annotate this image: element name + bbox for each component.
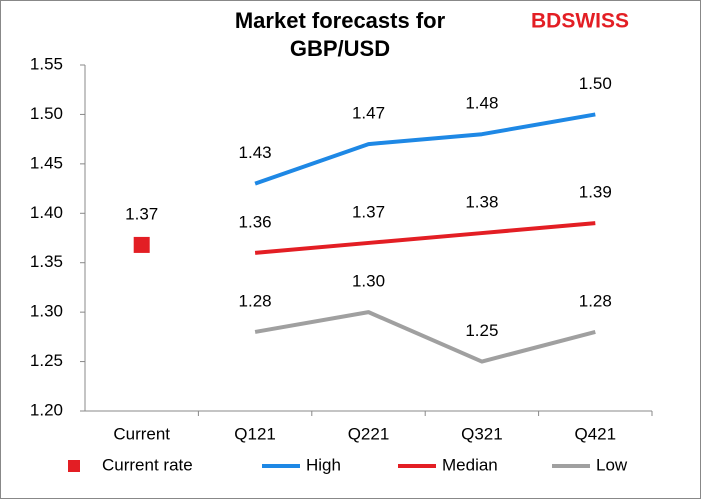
y-tick-label: 1.25 (30, 351, 63, 370)
chart-title: GBP/USD (290, 36, 390, 61)
marker (133, 236, 150, 253)
y-tick-label: 1.45 (30, 153, 63, 172)
data-label: 1.50 (579, 74, 612, 93)
line (254, 310, 596, 364)
x-tick-label: Q221 (348, 424, 390, 443)
y-tick-label: 1.55 (30, 54, 63, 73)
data-label: 1.48 (465, 94, 498, 113)
y-tick-label: 1.30 (30, 302, 63, 321)
data-label: 1.28 (579, 291, 612, 310)
x-tick-label: Q321 (461, 424, 503, 443)
data-label: 1.37 (125, 204, 158, 223)
y-tick-label: 1.20 (30, 400, 63, 419)
legend-label: Median (442, 455, 498, 474)
y-tick-label: 1.50 (30, 104, 63, 123)
data-label: 1.30 (352, 272, 385, 291)
line (254, 221, 596, 255)
legend-label: Low (596, 455, 628, 474)
data-label: 1.28 (239, 291, 272, 310)
legend-label: High (306, 455, 341, 474)
data-label: 1.25 (465, 321, 498, 340)
data-label: 1.38 (465, 193, 498, 212)
data-label: 1.37 (352, 202, 385, 221)
data-label: 1.39 (579, 183, 612, 202)
legend-marker (68, 460, 80, 472)
x-tick-label: Q121 (234, 424, 276, 443)
chart-title: Market forecasts for (235, 8, 446, 33)
x-tick-label: Q421 (575, 424, 617, 443)
legend-label: Current rate (102, 455, 193, 474)
line (254, 112, 596, 186)
data-label: 1.43 (239, 143, 272, 162)
logo: BDSWISS (531, 10, 629, 33)
x-tick-label: Current (113, 424, 170, 443)
data-label: 1.47 (352, 104, 385, 123)
y-tick-label: 1.40 (30, 203, 63, 222)
data-label: 1.36 (239, 212, 272, 231)
y-tick-label: 1.35 (30, 252, 63, 271)
